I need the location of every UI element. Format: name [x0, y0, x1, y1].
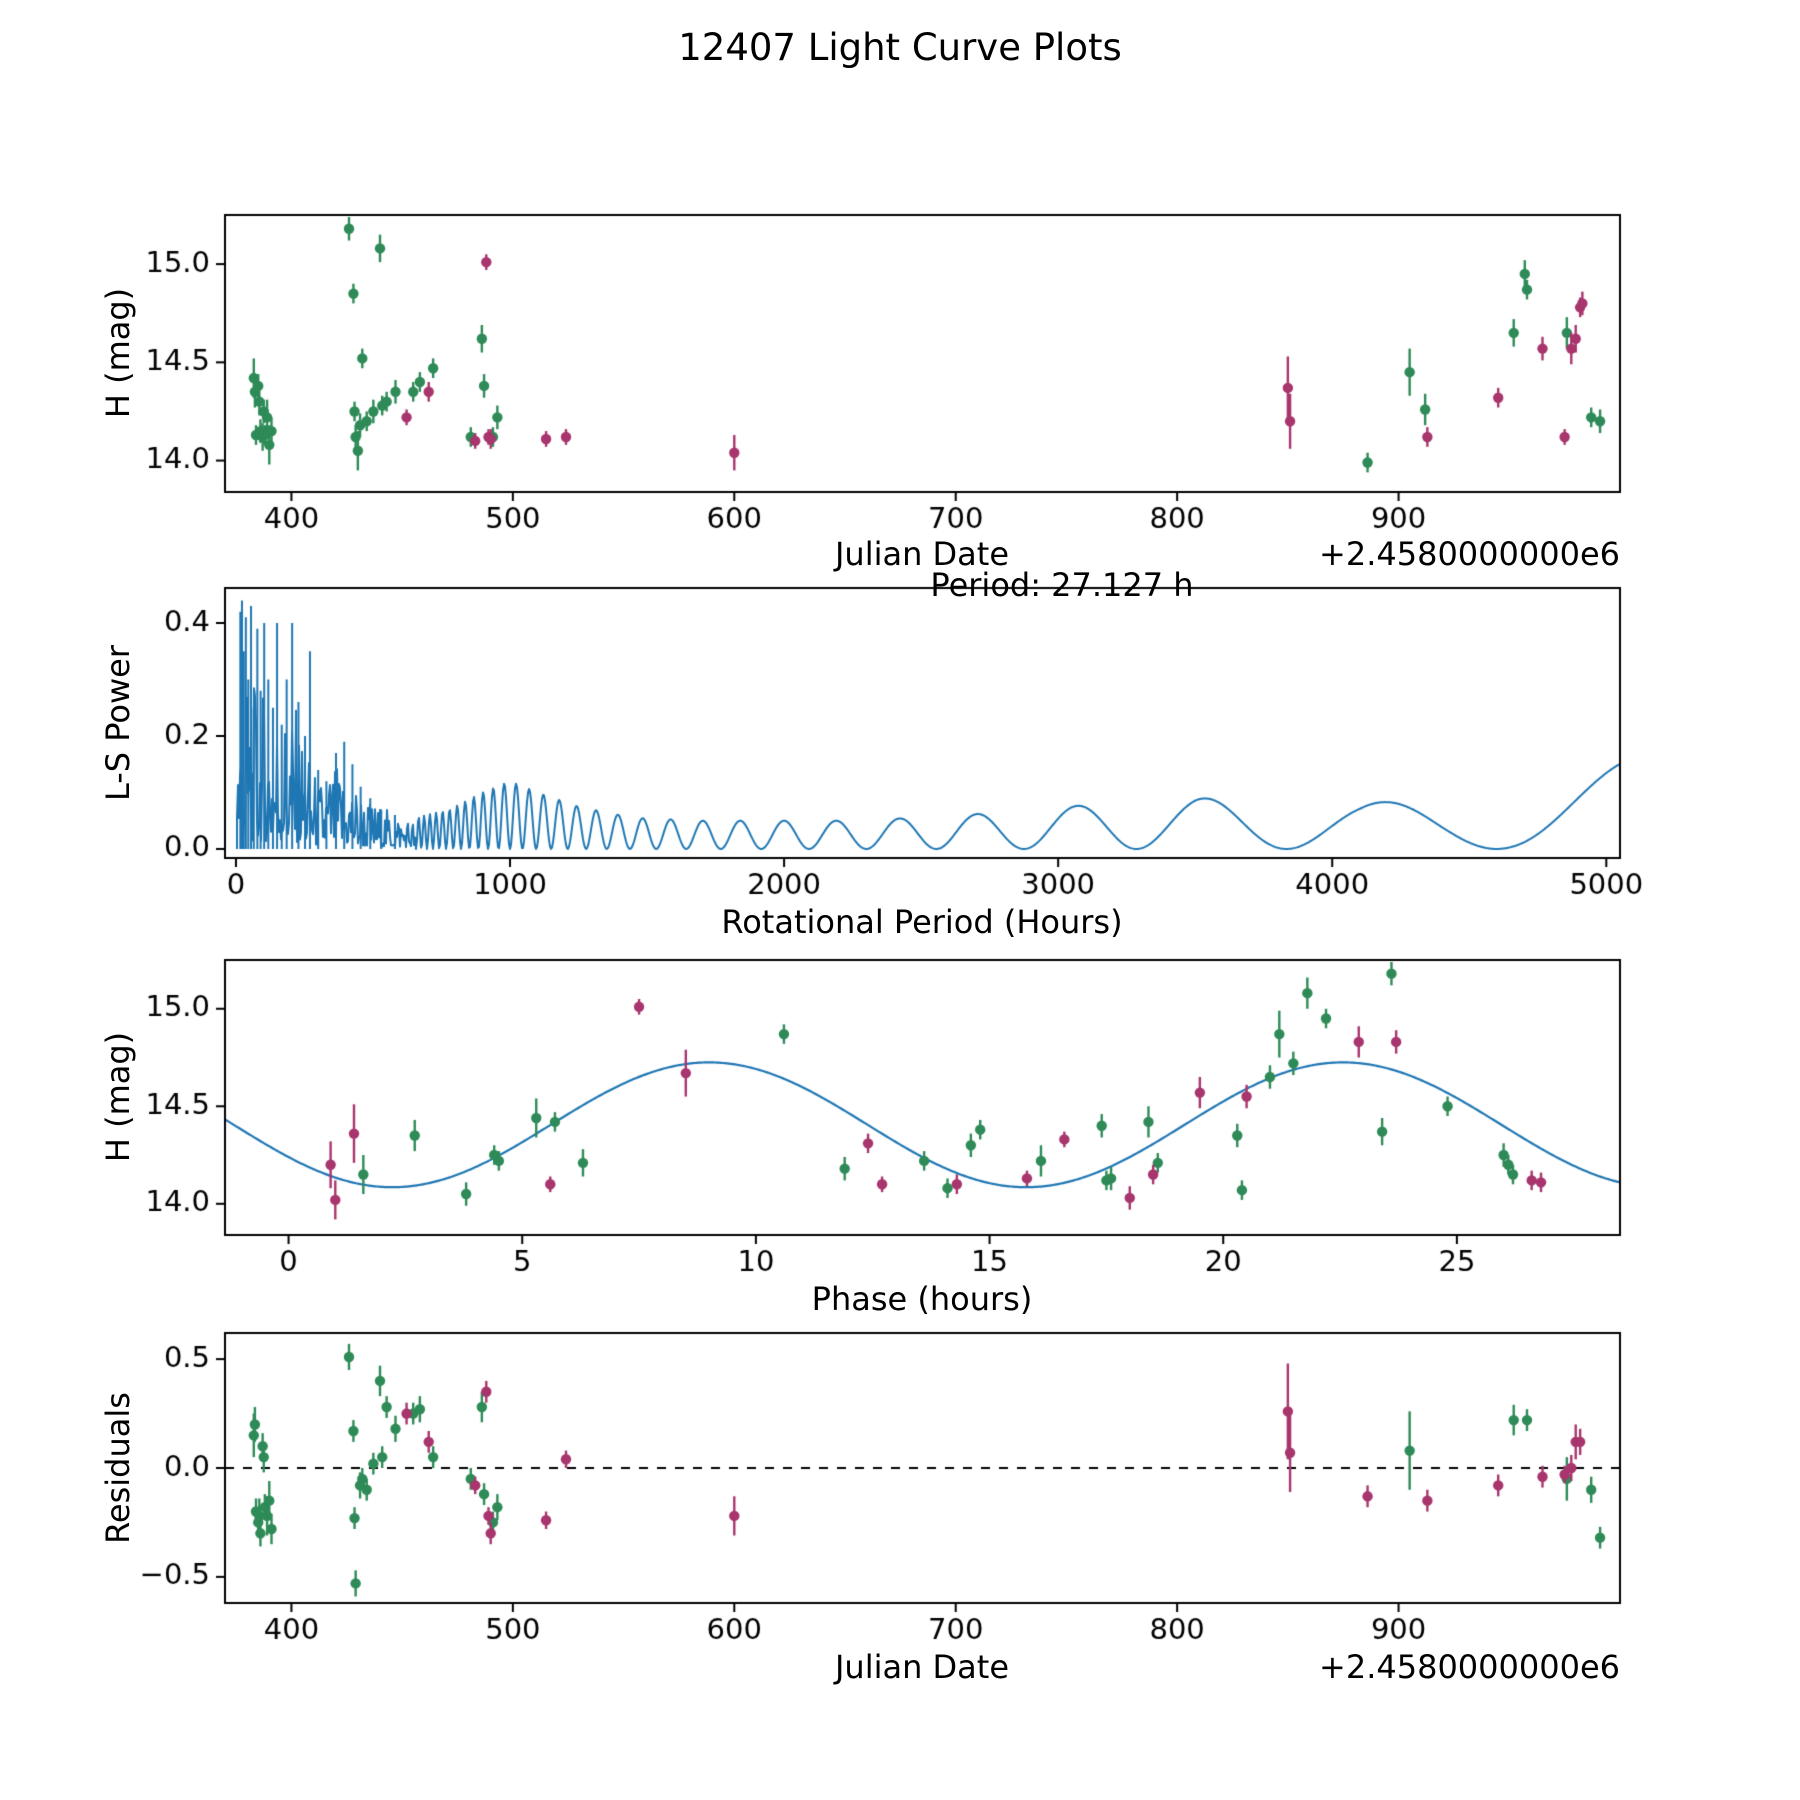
period-annotation: Period: 27.127 h	[930, 566, 1194, 604]
ylabel-periodogram: L-S Power	[99, 644, 137, 802]
xlabel-phase: Phase (hours)	[811, 1280, 1033, 1318]
figure-title: 12407 Light Curve Plots	[678, 26, 1122, 69]
x-offset-lightcurve: +2.4580000000e6	[1319, 535, 1620, 573]
xlabel-periodogram: Rotational Period (Hours)	[721, 903, 1123, 941]
x-offset-residuals: +2.4580000000e6	[1319, 1648, 1620, 1686]
ylabel-residuals: Residuals	[99, 1392, 137, 1544]
xlabel-lightcurve: Julian Date	[834, 535, 1010, 573]
ylabel-lightcurve: H (mag)	[99, 287, 137, 419]
ylabel-phase: H (mag)	[99, 1031, 137, 1163]
xlabel-residuals: Julian Date	[834, 1648, 1010, 1686]
